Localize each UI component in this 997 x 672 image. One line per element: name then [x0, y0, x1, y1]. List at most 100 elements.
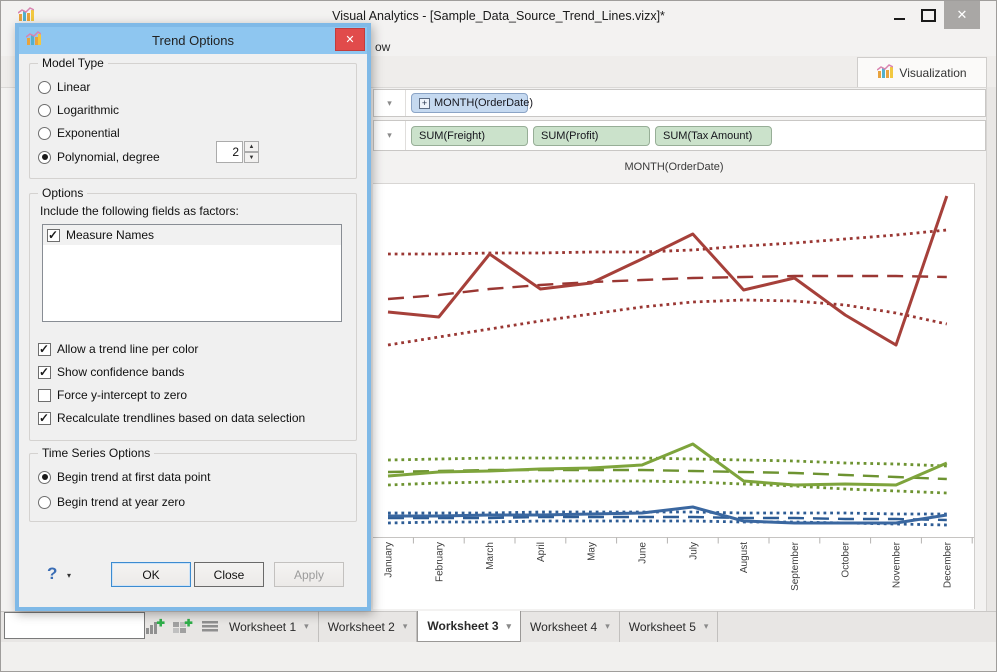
- close-button[interactable]: Close: [194, 562, 264, 587]
- measures-shelf: ▾ SUM(Freight) SUM(Profit) SUM(Tax Amoun…: [373, 120, 986, 151]
- sheet-action-icons: [145, 611, 219, 642]
- chevron-down-icon: ▾: [387, 97, 392, 108]
- dialog-chart-icon: [25, 30, 42, 51]
- visualization-icon: [876, 63, 894, 82]
- month-label: June: [638, 542, 649, 564]
- options-group: Options Include the following fields as …: [29, 186, 357, 441]
- dialog-titlebar[interactable]: Trend Options ✕: [19, 27, 367, 54]
- tab-visualization[interactable]: Visualization: [857, 57, 987, 87]
- tab-label: Worksheet 5: [628, 619, 696, 634]
- red-band-lower-line: [387, 298, 948, 347]
- chevron-down-icon[interactable]: ▾: [402, 621, 408, 631]
- dialog-body: Model Type Linear Logarithmic Exponentia…: [19, 54, 367, 607]
- new-worksheet-icon[interactable]: [145, 618, 165, 636]
- dialog-close-button[interactable]: ✕: [335, 28, 365, 51]
- pill-label: SUM(Tax Amount): [663, 129, 753, 142]
- factor-item-measure-names[interactable]: Measure Names: [43, 225, 341, 245]
- group-legend: Time Series Options: [38, 446, 155, 460]
- spin-down-button[interactable]: ▼: [244, 152, 259, 163]
- radio-icon[interactable]: [38, 495, 51, 509]
- tab-worksheet-1[interactable]: Worksheet 1 ▾: [220, 611, 319, 642]
- pill-sum-tax-amount[interactable]: SUM(Tax Amount): [655, 125, 772, 146]
- factors-label: Include the following fields as factors:: [40, 204, 239, 218]
- pill-month-orderdate[interactable]: + MONTH(OrderDate): [411, 93, 533, 113]
- chevron-down-icon[interactable]: ▾: [703, 621, 709, 631]
- shelf-dropdown-button[interactable]: ▾: [374, 121, 406, 150]
- radio-logarithmic[interactable]: Logarithmic: [38, 101, 119, 119]
- radio-begin-year-zero[interactable]: Begin trend at year zero: [38, 493, 185, 511]
- month-label: April: [536, 542, 547, 562]
- checkbox-show-confidence-bands[interactable]: Show confidence bands: [38, 363, 184, 381]
- tab-label: Worksheet 1: [229, 619, 297, 634]
- model-type-group: Model Type Linear Logarithmic Exponentia…: [29, 56, 357, 179]
- checkbox-trend-line-per-color[interactable]: Allow a trend line per color: [38, 340, 198, 358]
- shelf-dropdown-button[interactable]: ▾: [374, 90, 406, 116]
- right-margin-strip: [986, 87, 996, 611]
- degree-value[interactable]: 2: [216, 141, 243, 163]
- chevron-down-icon[interactable]: ▾: [605, 621, 610, 631]
- tab-worksheet-2[interactable]: Worksheet 2 ▾: [319, 611, 418, 642]
- green-actual-line[interactable]: [387, 442, 948, 487]
- month-label: November: [892, 541, 903, 588]
- ok-button[interactable]: OK: [111, 562, 191, 587]
- checkbox-icon[interactable]: [47, 228, 60, 242]
- maximize-button[interactable]: [914, 3, 942, 27]
- tab-worksheet-3[interactable]: Worksheet 3 ▾: [417, 611, 522, 642]
- month-label: August: [739, 542, 750, 573]
- chevron-down-icon[interactable]: ▾: [506, 620, 512, 631]
- expand-icon[interactable]: +: [419, 97, 430, 109]
- columns-shelf: ▾ + MONTH(OrderDate): [373, 89, 986, 117]
- checkbox-icon[interactable]: [38, 342, 51, 356]
- radio-icon[interactable]: [38, 80, 51, 94]
- checkbox-icon[interactable]: [38, 388, 51, 402]
- sheet-list-icon[interactable]: [201, 618, 219, 636]
- bottom-left-input[interactable]: [4, 612, 145, 639]
- radio-label: Begin trend at year zero: [57, 495, 186, 509]
- factors-listbox[interactable]: Measure Names: [42, 224, 342, 322]
- checkbox-icon[interactable]: [38, 365, 51, 379]
- radio-begin-first-data-point[interactable]: Begin trend at first data point: [38, 468, 210, 486]
- month-label: February: [434, 542, 445, 582]
- month-label: September: [790, 541, 801, 591]
- checkbox-icon[interactable]: [38, 411, 51, 425]
- pill-sum-profit[interactable]: SUM(Profit): [533, 125, 650, 146]
- checkbox-force-y-intercept[interactable]: Force y-intercept to zero: [38, 386, 187, 404]
- radio-icon[interactable]: [38, 150, 51, 164]
- dialog-title: Trend Options: [152, 33, 234, 48]
- radio-label: Begin trend at first data point: [57, 470, 211, 484]
- chevron-down-icon[interactable]: ▾: [304, 621, 309, 631]
- radio-label: Polynomial, degree: [57, 150, 160, 164]
- pill-label: MONTH(OrderDate): [434, 97, 534, 109]
- window-close-button[interactable]: ✕: [944, 1, 980, 29]
- radio-icon[interactable]: [38, 126, 51, 140]
- blue-actual-line[interactable]: [388, 505, 948, 525]
- checkbox-recalculate-trendlines[interactable]: Recalculate trendlines based on data sel…: [38, 409, 305, 427]
- radio-icon[interactable]: [38, 103, 51, 117]
- chart-canvas[interactable]: January February March April May June July Augu…: [373, 183, 975, 609]
- group-legend: Model Type: [38, 56, 108, 70]
- spin-up-button[interactable]: ▲: [244, 141, 259, 152]
- factor-label: Measure Names: [66, 228, 155, 242]
- radio-icon[interactable]: [38, 470, 51, 484]
- dialog-footer: ? ▾ OK Close Apply: [19, 559, 367, 599]
- arrow-up-icon: ▲: [248, 143, 255, 150]
- month-label: May: [587, 542, 598, 561]
- checkbox-label: Show confidence bands: [57, 365, 185, 379]
- green-band-upper-line: [387, 456, 947, 468]
- red-actual-line[interactable]: [387, 195, 949, 347]
- radio-polynomial[interactable]: Polynomial, degree: [38, 148, 160, 166]
- new-dashboard-icon[interactable]: [172, 618, 194, 636]
- menu-bar-fragment[interactable]: ow: [375, 40, 391, 54]
- radio-exponential[interactable]: Exponential: [38, 124, 120, 142]
- tab-label: Worksheet 2: [327, 619, 395, 634]
- tab-worksheet-4[interactable]: Worksheet 4 ▾: [521, 611, 620, 642]
- red-band-upper-line: [388, 228, 947, 256]
- apply-button[interactable]: Apply: [274, 562, 344, 587]
- chevron-down-icon[interactable]: ▾: [67, 571, 72, 580]
- minimize-button[interactable]: [885, 3, 913, 27]
- tab-worksheet-5[interactable]: Worksheet 5 ▾: [620, 611, 719, 642]
- pill-sum-freight[interactable]: SUM(Freight): [411, 125, 528, 146]
- radio-linear[interactable]: Linear: [38, 78, 90, 96]
- close-icon: ✕: [345, 34, 355, 46]
- help-button[interactable]: ?: [47, 564, 58, 583]
